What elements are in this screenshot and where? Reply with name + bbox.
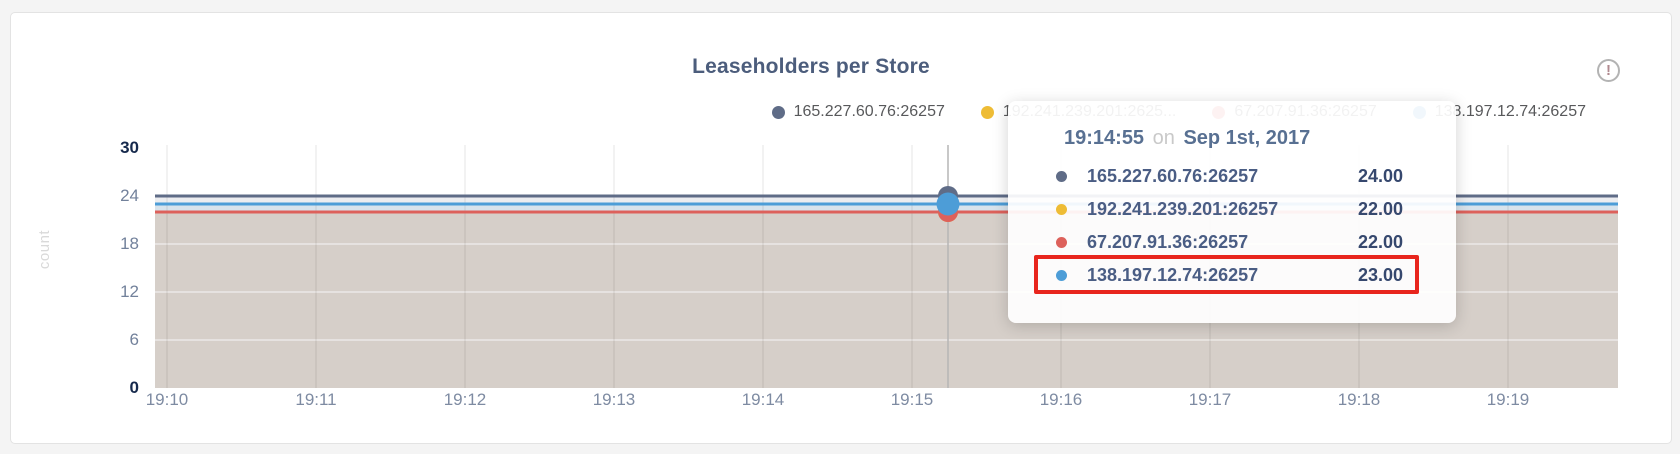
tooltip-row: 67.207.91.36:26257 22.00: [1056, 226, 1403, 259]
tooltip-series-value: 24.00: [1357, 166, 1403, 186]
legend-item-165.227.60.76:26257[interactable]: 165.227.60.76:26257: [771, 103, 945, 121]
chart-title: Leaseholders per Store: [692, 55, 930, 78]
exclamation-glyph: !: [1606, 62, 1611, 79]
tooltip-row: 165.227.60.76:26257 24.00: [1056, 160, 1403, 193]
tooltip-series-name: 165.227.60.76:26257: [1087, 166, 1259, 186]
y-tick-label: 24: [120, 186, 139, 205]
tooltip-series-value: 22.00: [1357, 232, 1403, 252]
tooltip-series-value: 23.00: [1357, 265, 1403, 285]
x-tick-label: 19:11: [295, 390, 337, 409]
y-tick-label: 12: [120, 282, 139, 301]
tooltip-header: 19:14:55 on Sep 1st, 2017: [1064, 127, 1403, 150]
x-tick-label: 19:16: [1039, 390, 1083, 409]
x-tick-label: 19:17: [1188, 390, 1232, 409]
legend-label: 138.197.12.74:26257: [1434, 103, 1586, 120]
tooltip-series-dot-icon: [1056, 237, 1067, 248]
x-tick-label: 19:10: [145, 390, 189, 409]
x-tick-label: 19:12: [443, 390, 487, 409]
tooltip-series-name: 138.197.12.74:26257: [1087, 265, 1259, 285]
legend-label: 165.227.60.76:26257: [793, 103, 945, 120]
x-tick-label: 19:18: [1337, 390, 1381, 409]
tooltip-series-name: 192.241.239.201:26257: [1087, 199, 1279, 219]
y-tick-label: 6: [129, 330, 139, 349]
legend-dot-icon: [771, 105, 785, 119]
x-tick-label: 19:14: [741, 390, 785, 409]
x-tick-label: 19:15: [890, 390, 934, 409]
legend-dot-icon: [980, 105, 994, 119]
y-tick-label: 18: [120, 234, 139, 253]
hover-point-138.197.12.74:26257: [936, 192, 960, 216]
y-tick-label: 0: [129, 378, 139, 397]
info-icon[interactable]: !: [1597, 59, 1620, 82]
y-axis-label: count: [36, 229, 54, 270]
tooltip-series-dot-icon: [1056, 270, 1067, 281]
x-tick-label: 19:13: [592, 390, 636, 409]
tooltip-series-name: 67.207.91.36:26257: [1087, 232, 1249, 252]
hover-tooltip: 19:14:55 on Sep 1st, 2017 165.227.60.76:…: [1008, 101, 1456, 323]
tooltip-time: 19:14:55: [1064, 127, 1145, 149]
chart-card: Leaseholders per Store ! 165.227.60.76:2…: [10, 12, 1672, 444]
tooltip-row: 138.197.12.74:26257 23.00: [1034, 255, 1419, 294]
y-tick-label: 30: [120, 138, 139, 157]
tooltip-series-value: 22.00: [1357, 199, 1403, 219]
tooltip-series-dot-icon: [1056, 171, 1067, 182]
tooltip-rows: 165.227.60.76:26257 24.00 192.241.239.201:…: [1034, 160, 1419, 294]
tooltip-series-dot-icon: [1056, 204, 1067, 215]
tooltip-conjunction: on: [1152, 127, 1175, 149]
tooltip-date: Sep 1st, 2017: [1183, 127, 1311, 149]
x-tick-label: 19:19: [1486, 390, 1530, 409]
tooltip-row: 192.241.239.201:26257 22.00: [1056, 193, 1403, 226]
